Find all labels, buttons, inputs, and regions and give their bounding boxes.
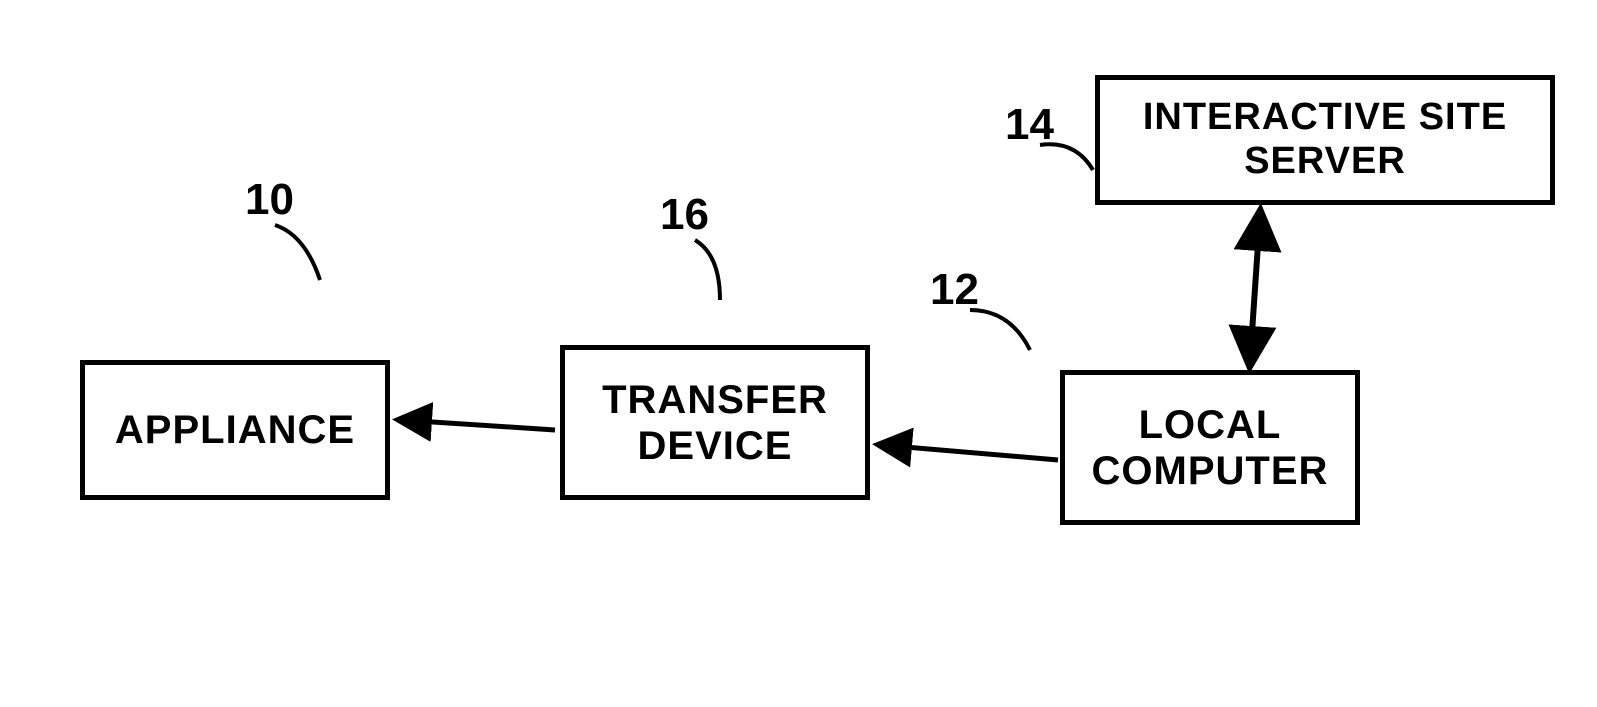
leader-16 xyxy=(695,240,720,300)
edge-local-to-transfer xyxy=(882,445,1058,460)
node-local-computer-label: LOCALCOMPUTER xyxy=(1092,402,1329,494)
node-local-computer: LOCALCOMPUTER xyxy=(1060,370,1360,525)
leader-12 xyxy=(970,310,1030,350)
node-interactive-site-server: INTERACTIVE SITESERVER xyxy=(1095,75,1555,205)
edge-local-server-bidir xyxy=(1250,215,1260,362)
node-transfer-device: TRANSFERDEVICE xyxy=(560,345,870,500)
node-appliance-label: APPLIANCE xyxy=(115,407,355,453)
node-transfer-device-label: TRANSFERDEVICE xyxy=(602,377,828,469)
ref-local-computer: 12 xyxy=(930,265,979,315)
ref-appliance: 10 xyxy=(245,175,294,225)
edge-transfer-to-appliance xyxy=(402,420,555,430)
leader-10 xyxy=(275,225,320,280)
ref-interactive-site-server: 14 xyxy=(1005,100,1054,150)
node-interactive-site-server-label: INTERACTIVE SITESERVER xyxy=(1143,96,1507,183)
node-appliance: APPLIANCE xyxy=(80,360,390,500)
ref-transfer-device: 16 xyxy=(660,190,709,240)
